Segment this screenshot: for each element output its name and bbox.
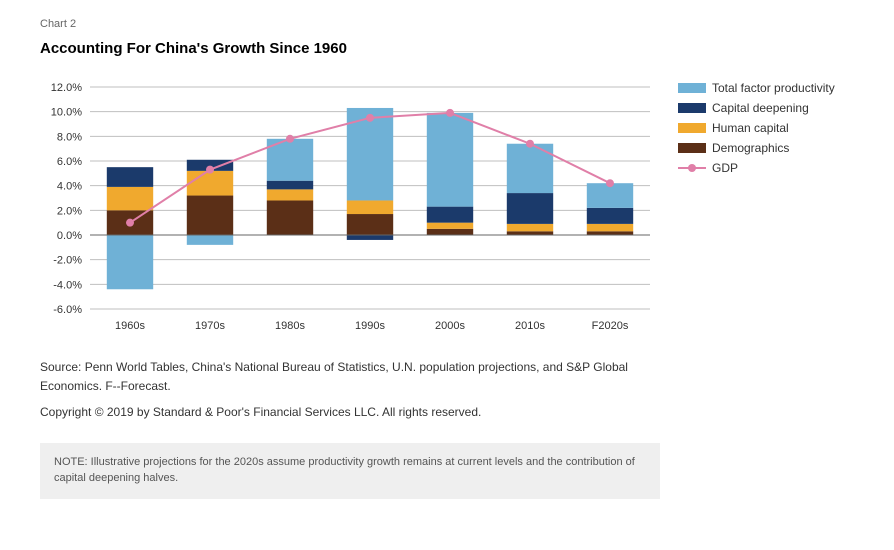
bar-segment	[427, 207, 473, 223]
bar-segment	[587, 231, 633, 235]
chart-title: Accounting For China's Growth Since 1960	[40, 40, 866, 57]
legend-swatch	[678, 143, 706, 153]
bar-segment	[507, 231, 553, 235]
gdp-marker	[606, 179, 614, 187]
y-tick-label: 12.0%	[51, 82, 82, 94]
legend-item: Human capital	[678, 121, 835, 135]
chart-number: Chart 2	[40, 18, 866, 30]
legend-label: Demographics	[712, 141, 789, 155]
legend-swatch	[678, 103, 706, 113]
gdp-marker	[126, 219, 134, 227]
bar-segment	[187, 235, 233, 245]
bar-segment	[267, 200, 313, 235]
legend-label: Total factor productivity	[712, 81, 835, 95]
source-text: Source: Penn World Tables, China's Natio…	[40, 358, 660, 395]
x-tick-label: 2010s	[515, 320, 545, 332]
x-tick-label: 1980s	[275, 320, 305, 332]
y-tick-label: 2.0%	[57, 205, 82, 217]
bar-segment	[427, 223, 473, 229]
note-box: NOTE: Illustrative projections for the 2…	[40, 443, 660, 499]
legend-label: Human capital	[712, 121, 789, 135]
bar-segment	[587, 224, 633, 231]
y-tick-label: 6.0%	[57, 156, 82, 168]
y-tick-label: 0.0%	[57, 230, 82, 242]
legend-line-marker	[678, 162, 706, 174]
y-tick-label: 4.0%	[57, 181, 82, 193]
legend-swatch	[678, 83, 706, 93]
bar-segment	[107, 235, 153, 289]
x-tick-label: 1990s	[355, 320, 385, 332]
y-tick-label: 10.0%	[51, 107, 82, 119]
bar-segment	[107, 167, 153, 187]
bar-segment	[427, 113, 473, 207]
x-tick-label: 1960s	[115, 320, 145, 332]
bar-segment	[347, 235, 393, 240]
bar-segment	[347, 214, 393, 235]
bar-segment	[587, 208, 633, 224]
bar-segment	[507, 224, 553, 231]
bar-segment	[187, 196, 233, 235]
legend-item: Capital deepening	[678, 101, 835, 115]
gdp-marker	[526, 140, 534, 148]
x-tick-label: 2000s	[435, 320, 465, 332]
copyright-text: Copyright © 2019 by Standard & Poor's Fi…	[40, 405, 866, 419]
legend-item: GDP	[678, 161, 835, 175]
bar-segment	[507, 193, 553, 224]
y-tick-label: 8.0%	[57, 131, 82, 143]
bar-segment	[267, 189, 313, 200]
y-tick-label: -6.0%	[53, 304, 82, 316]
bar-segment	[107, 187, 153, 210]
x-tick-label: F2020s	[592, 320, 629, 332]
gdp-marker	[286, 135, 294, 143]
y-tick-label: -4.0%	[53, 279, 82, 291]
legend-label: Capital deepening	[712, 101, 809, 115]
legend-item: Demographics	[678, 141, 835, 155]
y-tick-label: -2.0%	[53, 255, 82, 267]
bar-segment	[347, 200, 393, 214]
bar-segment	[267, 181, 313, 190]
legend: Total factor productivity Capital deepeni…	[660, 79, 835, 181]
chart-svg: -6.0% -4.0% -2.0% 0.0% 2.0% 4.0% 6.0% 8.0% 10.0%…	[40, 79, 660, 339]
gdp-marker	[446, 109, 454, 117]
bar-segment	[427, 229, 473, 235]
legend-label: GDP	[712, 161, 738, 175]
x-tick-label: 1970s	[195, 320, 225, 332]
chart-plot: -6.0% -4.0% -2.0% 0.0% 2.0% 4.0% 6.0% 8.0% 10.0%…	[40, 79, 660, 344]
legend-item: Total factor productivity	[678, 81, 835, 95]
legend-swatch	[678, 123, 706, 133]
bar-segment	[187, 171, 233, 196]
gdp-marker	[366, 114, 374, 122]
gdp-marker	[206, 166, 214, 174]
